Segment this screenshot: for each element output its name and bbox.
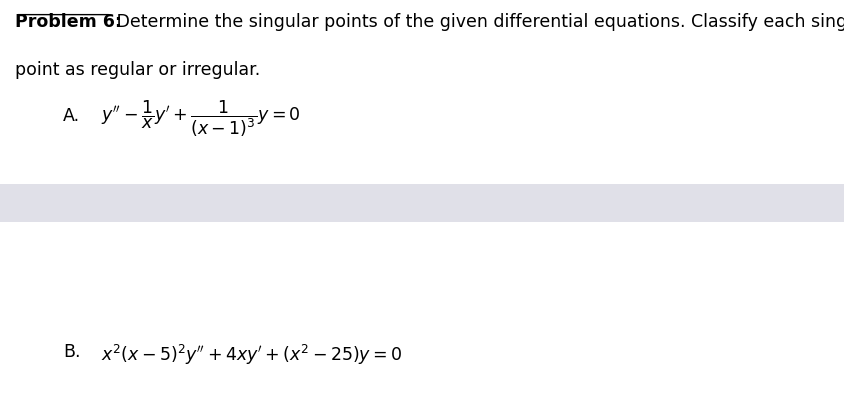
Text: B.: B.: [63, 343, 81, 361]
Text: $x^2(x-5)^2y'' + 4xy' + (x^2 - 25)y = 0$: $x^2(x-5)^2y'' + 4xy' + (x^2 - 25)y = 0$: [101, 343, 403, 367]
Text: $y'' - \dfrac{1}{x}y' + \dfrac{1}{(x-1)^3}y = 0$: $y'' - \dfrac{1}{x}y' + \dfrac{1}{(x-1)^…: [101, 98, 301, 139]
Text: Determine the singular points of the given differential equations. Classify each: Determine the singular points of the giv…: [111, 13, 844, 31]
Bar: [0, 184, 844, 222]
Text: A.: A.: [63, 107, 80, 125]
Text: point as regular or irregular.: point as regular or irregular.: [15, 61, 261, 79]
Text: Problem 6:: Problem 6:: [15, 13, 122, 31]
